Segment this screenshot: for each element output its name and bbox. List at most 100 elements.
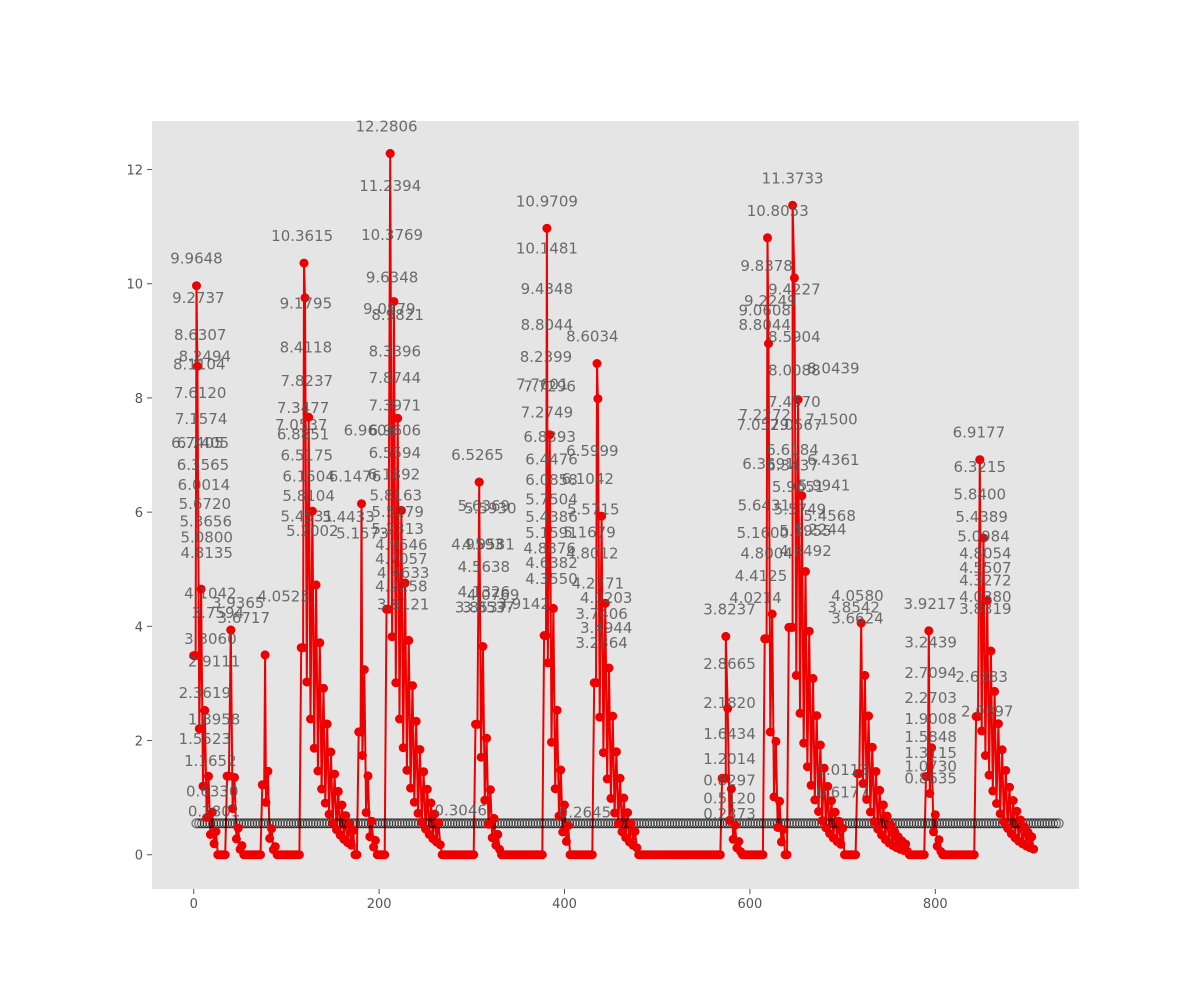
data-point (328, 818, 338, 828)
baseline-marker (989, 818, 1000, 829)
data-label: 8.6307 (174, 326, 227, 344)
data-point (302, 677, 312, 687)
data-point (192, 361, 202, 371)
data-point (541, 631, 551, 640)
data-point (402, 765, 412, 775)
baseline-marker (458, 818, 469, 829)
baseline-marker (1050, 818, 1061, 829)
baseline-marker (942, 818, 953, 829)
baseline-marker (383, 818, 394, 829)
data-point (869, 817, 879, 827)
baseline-marker (586, 818, 597, 829)
data-point (1008, 796, 1018, 805)
data-point (979, 533, 988, 543)
baseline-marker (1034, 818, 1045, 829)
baseline-marker (894, 818, 906, 829)
data-point (925, 789, 935, 798)
data-point (992, 799, 1001, 808)
data-label: 4.5638 (458, 558, 511, 576)
baseline-marker (967, 818, 978, 829)
baseline-marker (221, 818, 233, 829)
data-point (552, 705, 562, 715)
data-label: 5.1679 (563, 524, 616, 542)
data-label: 4.8876 (523, 540, 576, 558)
data-label: 2.6383 (955, 668, 1008, 686)
data-point (400, 578, 410, 588)
data-point (543, 658, 553, 668)
data-label: 0.5120 (703, 790, 756, 808)
data-label: 7.3971 (369, 396, 422, 414)
data-label: 5.8104 (282, 487, 335, 505)
baseline-marker (530, 818, 541, 829)
baseline-marker (664, 818, 675, 829)
baseline-marker (399, 818, 411, 829)
data-label: 5.9651 (772, 478, 825, 496)
data-label: 5.5279 (371, 503, 424, 521)
data-point (765, 727, 775, 737)
data-label: 4.3550 (525, 570, 578, 588)
data-point (211, 827, 221, 836)
data-point (493, 829, 503, 839)
data-point (1012, 806, 1022, 816)
data-label: 5.8400 (954, 485, 1007, 503)
baseline-marker (1031, 818, 1042, 829)
baseline-marker (308, 818, 319, 829)
data-point (782, 850, 792, 860)
baseline-marker (972, 818, 984, 829)
data-point (547, 737, 556, 747)
data-label: 6.9177 (953, 424, 1006, 442)
data-point (988, 786, 998, 796)
data-point (484, 819, 493, 829)
data-label: 10.3769 (361, 226, 423, 244)
data-point (315, 638, 325, 648)
baseline-marker (666, 818, 678, 829)
data-point (973, 712, 983, 721)
data-point (383, 604, 393, 614)
data-point (228, 804, 238, 814)
baseline-marker (536, 818, 547, 829)
data-point (819, 763, 829, 773)
data-point (611, 747, 621, 757)
baseline-marker (191, 818, 202, 829)
data-label: 0.6177 (816, 783, 869, 801)
data-label: 6.0858 (525, 471, 578, 489)
data-point (830, 807, 840, 817)
x-tick-label: 800 (923, 897, 948, 912)
data-label: 0.2645 (559, 804, 612, 822)
data-label: 3.2439 (904, 634, 957, 652)
baseline-marker (541, 818, 553, 829)
baseline-marker (1053, 818, 1064, 829)
data-label: 1.3115 (904, 744, 957, 762)
data-label: 4.0380 (959, 588, 1012, 606)
baseline-marker (945, 818, 956, 829)
data-point (793, 395, 803, 405)
data-label: 4.8135 (180, 544, 233, 562)
data-point (413, 808, 423, 818)
data-label: 9.4348 (521, 280, 574, 298)
data-label: 3.7594 (192, 604, 245, 622)
data-point (721, 773, 731, 783)
baseline-marker (858, 818, 870, 829)
data-label: 2.2703 (904, 689, 957, 707)
data-label: 10.3615 (271, 227, 333, 245)
baseline-marker (655, 818, 667, 829)
data-point (307, 506, 317, 516)
baseline-marker (258, 818, 269, 829)
data-point (924, 626, 934, 636)
data-label: 5.4568 (803, 507, 856, 525)
data-label: 12.2806 (356, 118, 418, 136)
data-label: 8.2494 (179, 348, 232, 366)
data-point (545, 430, 555, 440)
data-label: 1.5523 (179, 730, 232, 748)
data-point (387, 632, 397, 642)
baseline-marker (227, 818, 238, 829)
data-label: 5.2313 (371, 520, 424, 538)
baseline-marker (1028, 818, 1039, 829)
baseline-marker (394, 818, 405, 829)
baseline-marker (602, 818, 614, 829)
data-point (324, 809, 334, 819)
data-label: 4.8492 (779, 542, 832, 560)
baseline-marker (689, 818, 700, 829)
data-point (330, 769, 340, 779)
data-point (930, 810, 940, 820)
